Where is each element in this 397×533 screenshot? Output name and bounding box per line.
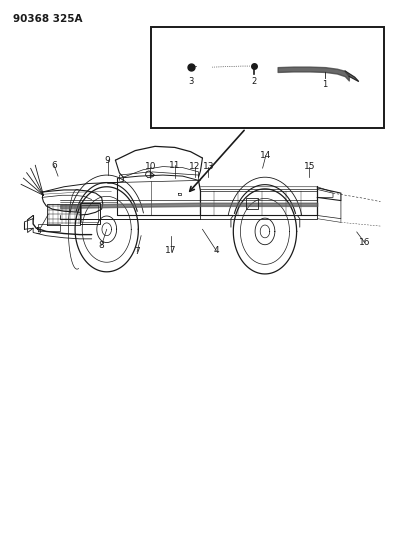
Text: 90368 325A: 90368 325A <box>13 14 82 24</box>
Text: 15: 15 <box>304 162 315 171</box>
Bar <box>80 203 100 224</box>
Bar <box>38 224 60 231</box>
Text: 1: 1 <box>322 80 328 89</box>
Text: 12: 12 <box>189 162 200 171</box>
Bar <box>151 27 384 128</box>
Text: 3: 3 <box>188 77 193 86</box>
Text: 4: 4 <box>214 246 219 255</box>
Text: 7: 7 <box>134 247 140 256</box>
Text: 13: 13 <box>202 162 214 171</box>
Text: 5: 5 <box>35 228 41 237</box>
Text: 8: 8 <box>99 241 104 250</box>
Text: 9: 9 <box>105 156 110 165</box>
Text: 11: 11 <box>169 161 181 170</box>
Bar <box>81 205 98 222</box>
Text: 14: 14 <box>260 151 272 160</box>
Polygon shape <box>345 71 359 82</box>
Text: 16: 16 <box>359 238 370 247</box>
Text: 10: 10 <box>145 162 156 171</box>
Text: 2: 2 <box>251 77 256 86</box>
Text: 6: 6 <box>51 161 57 170</box>
Bar <box>246 198 258 209</box>
Text: 17: 17 <box>165 246 177 255</box>
